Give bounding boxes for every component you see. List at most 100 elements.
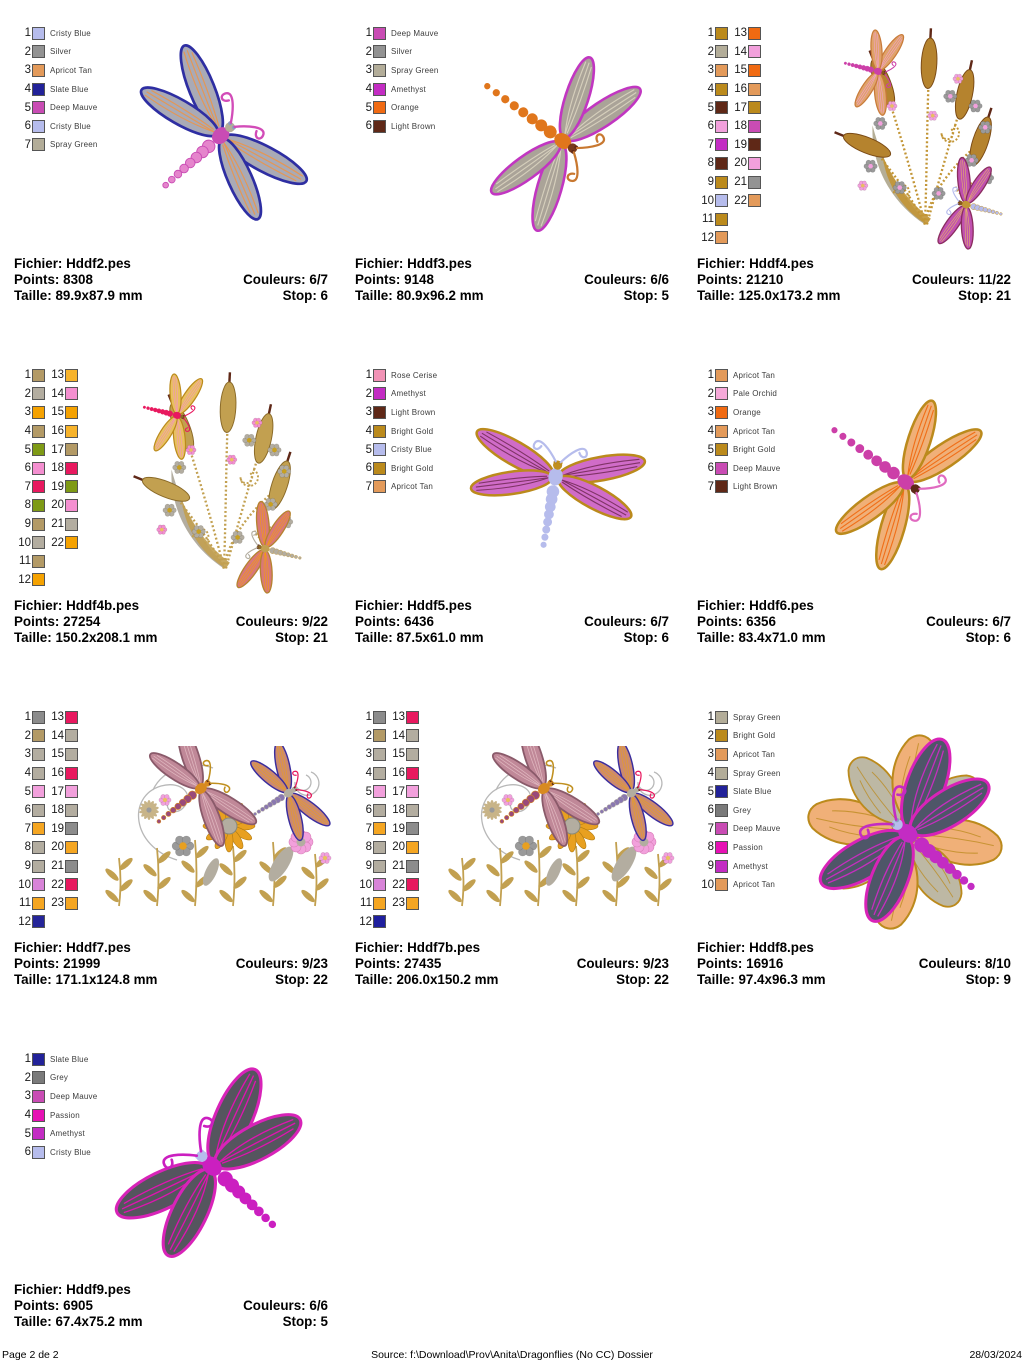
color-swatch [65,747,78,761]
design-cell: 1 2 3 4 5 6 7 8 9 10 11 12 13 14 15 16 17 18 19 20 21 22 Fich… [0,342,341,684]
color-swatch [65,896,78,910]
color-legend: 1 2 3 4 5 6 7 8 9 10 11 12 13 14 15 16 17 18 19 20 21 22 [14,366,78,589]
color-name: Amethyst [50,1129,85,1139]
color-number: 22 [392,878,405,891]
legend-item: 3 [14,403,45,422]
date: 28/03/2024 [969,1349,1022,1361]
color-number: 19 [392,822,405,835]
stop-label: Stop: [282,288,317,303]
color-number: 11 [19,897,31,910]
color-number: 1 [24,369,31,382]
size-value: 67.4x75.2 mm [55,1314,143,1329]
color-number: 12 [18,573,31,586]
design-info-right: Couleurs: 6/7 Stop: 6 [584,614,669,646]
color-swatch [32,405,45,419]
design-cell: 1 Spray Green 2 Bright Gold 3 Apricot Tan 4 Spr… [683,684,1024,1026]
points-label: Points: [355,956,401,971]
color-name: Bright Gold [733,445,776,455]
legend-item: 14 [730,43,761,62]
color-swatch [715,859,728,873]
color-name: Deep Mauve [50,103,98,113]
legend-item: 4 Spray Green [697,764,781,783]
size-value: 171.1x124.8 mm [55,972,158,987]
stop-value: 5 [320,1314,328,1329]
color-number: 9 [707,176,714,189]
color-swatch [406,840,419,854]
color-number: 9 [24,860,31,873]
legend-item: 6 [14,801,45,820]
color-swatch [32,766,45,780]
legend-item: 10 [14,533,45,552]
color-number: 21 [734,176,747,189]
color-number: 18 [51,804,64,817]
page-footer: Page 2 de 2 Source: f:\Download\Prov\Ani… [0,1349,1024,1361]
color-number: 2 [707,729,714,742]
color-number: 6 [365,804,372,817]
legend-item: 7 Deep Mauve [697,820,781,839]
color-swatch [715,405,728,419]
design-info-left: Fichier: Hddf6.pes Points: 6356 Taille: … [697,598,1011,646]
color-number: 2 [365,729,372,742]
color-number: 4 [24,767,31,780]
design-cell: 1 2 3 4 5 6 7 8 9 10 11 12 13 14 15 16 17 18 19 20 21 22 23 Fi… [0,684,341,1026]
size-value: 83.4x71.0 mm [738,630,826,645]
design-preview [449,374,661,586]
color-number: 12 [359,915,372,928]
color-name: Deep Mauve [50,1091,98,1101]
size-label: Taille: [697,630,735,645]
color-swatch [406,785,419,799]
color-number: 4 [707,767,714,780]
color-swatch [32,368,45,382]
color-name: Passion [50,1110,80,1120]
color-swatch [32,785,45,799]
legend-item: 11 [697,210,728,229]
color-swatch [32,747,45,761]
legend-item: 21 [47,857,78,876]
color-swatch [65,840,78,854]
color-name: Grey [50,1073,69,1083]
legend-item: 5 Orange [355,98,439,117]
color-number: 20 [51,841,64,854]
color-name: Slate Blue [50,84,89,94]
legend-item: 12 [355,913,386,932]
points-value: 6356 [746,614,776,629]
colors-label: Couleurs: [911,272,975,287]
colors-value: 11/22 [978,272,1011,287]
size-value: 80.9x96.2 mm [396,288,484,303]
color-swatch [32,138,45,152]
color-number: 16 [392,767,405,780]
color-number: 13 [734,27,747,40]
points-label: Points: [355,272,401,287]
design-preview-area: 1 Cristy Blue 2 Silver 3 Apricot Tan 4 Slate Bl… [0,0,341,256]
legend-item: 17 [47,440,78,459]
color-swatch [65,480,78,494]
stop-label: Stop: [965,630,1000,645]
legend-item: 2 [697,43,728,62]
design-cell: 1 2 3 4 5 6 7 8 9 10 11 12 13 14 15 16 17 18 19 20 21 22 Fich… [683,0,1024,342]
color-number: 1 [24,1053,31,1066]
color-number: 5 [24,1127,31,1140]
colors-label: Couleurs: [235,614,299,629]
file-name: Hddf6.pes [749,598,814,613]
color-swatch [65,368,78,382]
points-value: 21210 [746,272,784,287]
color-number: 5 [24,785,31,798]
legend-item: 12 [697,229,728,248]
legend-item: 7 [14,478,45,497]
color-swatch [373,405,386,419]
color-swatch [65,536,78,550]
color-swatch [406,747,419,761]
color-number: 1 [365,369,372,382]
color-number: 21 [51,518,64,531]
color-number: 3 [24,1090,31,1103]
design-preview-area: 1 2 3 4 5 6 7 8 9 10 11 12 13 14 15 16 17 18 19 20 21 22 23 [0,684,341,940]
color-name: Bright Gold [733,731,776,741]
color-number: 6 [24,462,31,475]
color-number: 23 [51,897,64,910]
color-number: 6 [707,120,714,133]
legend-item: 22 [47,875,78,894]
legend-item: 15 [47,403,78,422]
legend-item: 22 [730,191,761,210]
colors-value: 6/6 [309,1298,328,1313]
